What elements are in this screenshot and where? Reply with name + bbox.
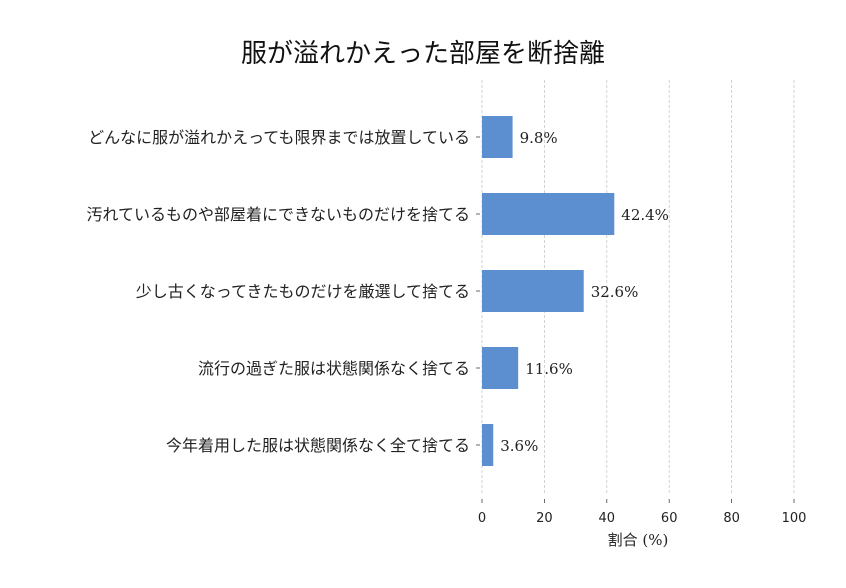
category-label: 流行の過ぎた服は状態関係なく捨てる: [198, 359, 470, 378]
x-axis-label: 割合 (%): [608, 531, 669, 549]
x-tick-label: 100: [782, 511, 807, 526]
bar: [482, 347, 519, 389]
value-label: 42.4%: [621, 206, 669, 224]
value-label: 9.8%: [520, 129, 558, 147]
bar: [482, 193, 615, 235]
category-label: 少し古くなってきたものだけを厳選して捨てる: [136, 282, 470, 301]
x-tick-label: 80: [723, 511, 740, 526]
category-label: どんなに服が溢れかえっても限界までは放置している: [88, 128, 470, 147]
bar: [482, 116, 513, 158]
bar: [482, 270, 584, 312]
category-label: 汚れているものや部屋着にできないものだけを捨てる: [86, 205, 470, 224]
chart-title: 服が溢れかえった部屋を断捨離: [241, 39, 605, 69]
value-label: 3.6%: [500, 437, 538, 455]
x-tick-label: 60: [661, 511, 678, 526]
x-tick-label: 0: [478, 511, 486, 526]
x-tick-label: 20: [536, 511, 553, 526]
bar: [482, 424, 494, 466]
value-label: 11.6%: [525, 360, 573, 378]
category-label: 今年着用した服は状態関係なく全て捨てる: [166, 436, 470, 455]
value-label: 32.6%: [591, 283, 639, 301]
x-tick-label: 40: [599, 511, 616, 526]
